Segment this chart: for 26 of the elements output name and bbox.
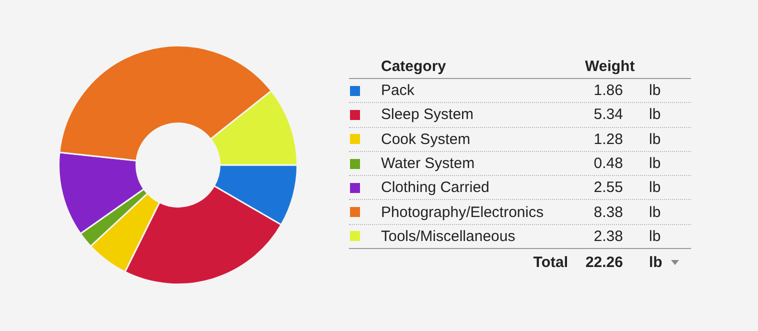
legend-label: Pack: [381, 82, 416, 100]
data-label: 1.86: [592, 82, 623, 100]
text: Weight: [585, 58, 636, 74]
data-label: 1.28: [592, 130, 623, 148]
data-label: 5.34: [592, 106, 623, 124]
text: lb: [649, 106, 661, 124]
text: lb: [649, 130, 661, 148]
legend-label: Tools/Miscellaneous: [381, 228, 516, 245]
data-label: 2.38: [592, 228, 623, 245]
legend-label: Clothing Carried: [381, 179, 490, 196]
legend-title: Category: [381, 58, 448, 74]
text: lb: [649, 204, 661, 221]
legend-label: Cook System: [381, 130, 472, 148]
data-label: 8.38: [592, 204, 623, 221]
text: Total: [532, 254, 568, 271]
text: 22.26: [585, 254, 623, 271]
text: lb: [649, 254, 662, 271]
text: lb: [649, 179, 661, 196]
legend-label: Sleep System: [381, 106, 475, 124]
text: lb: [649, 155, 661, 172]
data-label: 2.55: [592, 179, 623, 196]
legend-label: Photography/Electronics: [381, 204, 545, 221]
legend-label: Water System: [381, 155, 476, 172]
data-label: 0.48: [592, 155, 623, 172]
text: lb: [649, 82, 662, 100]
text: lb: [649, 228, 661, 245]
